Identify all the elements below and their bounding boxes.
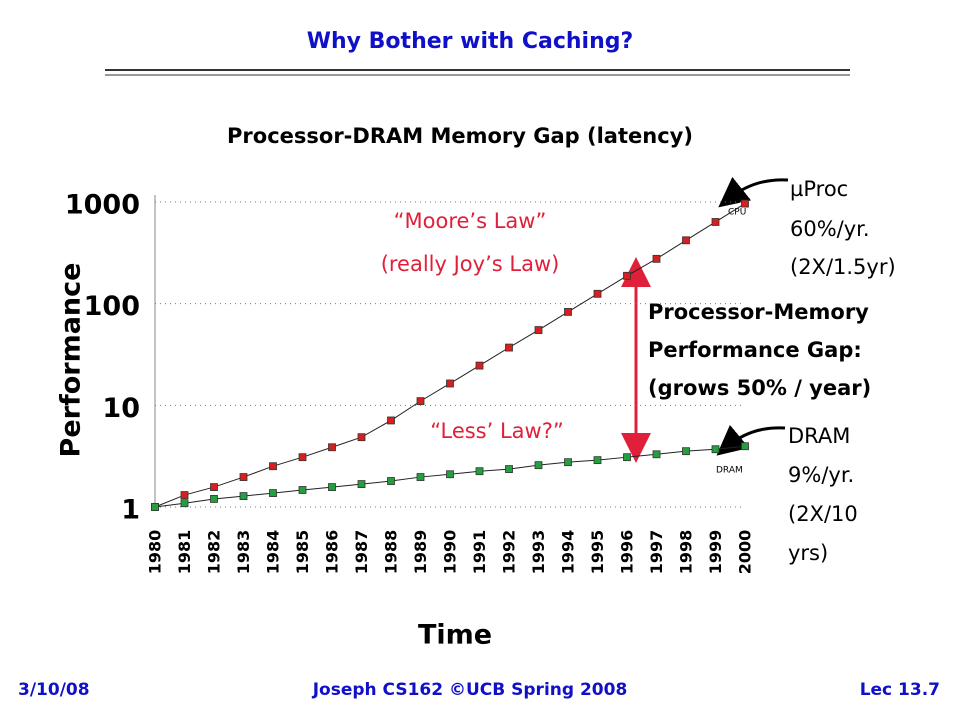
x-tick-label: 1985 bbox=[293, 530, 312, 575]
x-tick-label: 1986 bbox=[323, 530, 342, 575]
annotation: (really Joy’s Law) bbox=[381, 252, 560, 276]
point bbox=[357, 480, 366, 488]
x-tick-label: 1992 bbox=[500, 530, 519, 575]
annotation: (2X/10 bbox=[788, 502, 858, 526]
point bbox=[593, 289, 602, 298]
point bbox=[475, 361, 484, 370]
footer-date: 3/10/08 bbox=[18, 680, 90, 700]
point bbox=[416, 397, 425, 406]
annotation: (grows 50% / year) bbox=[648, 376, 871, 400]
series-label: CPU bbox=[728, 208, 746, 218]
x-axis-label: Time bbox=[418, 620, 492, 651]
x-tick-label: 1989 bbox=[411, 530, 430, 575]
pointer-arrow bbox=[716, 424, 786, 456]
footer-lecture: Lec 13.7 bbox=[860, 680, 940, 700]
point bbox=[269, 489, 277, 498]
y-tick-label: 10 bbox=[102, 393, 140, 424]
point bbox=[446, 379, 454, 388]
point bbox=[593, 456, 602, 465]
point bbox=[741, 199, 749, 208]
point bbox=[623, 271, 631, 280]
x-tick-label: 1997 bbox=[647, 530, 666, 575]
point bbox=[446, 470, 454, 479]
point bbox=[505, 343, 513, 352]
annotation: Performance Gap: bbox=[648, 338, 862, 362]
point bbox=[151, 503, 159, 511]
x-tick-label: 1981 bbox=[175, 530, 194, 575]
footer-course: Joseph CS162 ©UCB Spring 2008 bbox=[312, 680, 628, 700]
x-tick-label: 1983 bbox=[234, 530, 253, 575]
point bbox=[328, 443, 336, 452]
point bbox=[180, 491, 189, 499]
x-tick-label: 1995 bbox=[588, 530, 607, 575]
x-tick-label: 1994 bbox=[559, 530, 578, 575]
y-tick-label: 1 bbox=[121, 495, 140, 526]
point bbox=[298, 453, 307, 462]
x-tick-label: 1982 bbox=[205, 530, 224, 575]
x-tick-label: 1988 bbox=[382, 530, 401, 575]
x-tick-label: 1990 bbox=[441, 530, 460, 575]
point bbox=[652, 254, 661, 263]
x-tick-label: 1996 bbox=[618, 530, 637, 575]
point bbox=[387, 416, 395, 425]
point bbox=[682, 447, 690, 456]
pointer-arrow bbox=[718, 176, 789, 208]
point bbox=[416, 473, 425, 481]
point bbox=[564, 307, 572, 316]
annotation: 9%/yr. bbox=[788, 463, 854, 487]
annotation: Processor-Memory bbox=[648, 300, 869, 324]
point bbox=[475, 467, 484, 476]
point bbox=[239, 492, 248, 501]
x-tick-label: 1987 bbox=[352, 530, 371, 575]
series-label: DRAM bbox=[716, 466, 743, 476]
point bbox=[534, 461, 543, 470]
y-axis-label: Performance bbox=[56, 263, 87, 458]
point bbox=[269, 462, 277, 471]
y-tick-label: 1000 bbox=[65, 190, 140, 221]
annotation: yrs) bbox=[788, 541, 828, 565]
y-tick-label: 100 bbox=[84, 291, 140, 322]
point bbox=[652, 450, 661, 459]
x-tick-label: 2000 bbox=[736, 530, 755, 575]
point bbox=[357, 433, 366, 442]
annotation: µProc bbox=[790, 177, 848, 201]
point bbox=[534, 326, 543, 334]
annotation: “Less’ Law?” bbox=[430, 419, 564, 443]
point bbox=[298, 486, 307, 494]
x-tick-label: 1984 bbox=[264, 530, 283, 575]
x-tick-label: 1991 bbox=[470, 530, 489, 575]
point bbox=[387, 477, 395, 485]
point bbox=[239, 473, 248, 481]
x-tick-label: 1999 bbox=[706, 530, 725, 575]
slide-title: Why Bother with Caching? bbox=[307, 29, 634, 54]
x-tick-label: 1993 bbox=[529, 530, 548, 575]
point bbox=[564, 458, 572, 467]
point bbox=[505, 465, 513, 473]
point bbox=[711, 218, 720, 226]
point bbox=[210, 483, 218, 491]
annotation: 60%/yr. bbox=[790, 217, 870, 241]
annotation: DRAM bbox=[788, 424, 850, 448]
annotation: “Moore’s Law” bbox=[394, 209, 547, 233]
point bbox=[682, 236, 690, 245]
annotation: (2X/1.5yr) bbox=[790, 255, 896, 279]
chart-title: Processor-DRAM Memory Gap (latency) bbox=[227, 124, 693, 148]
x-tick-label: 1980 bbox=[146, 530, 165, 575]
point bbox=[741, 442, 749, 451]
point bbox=[711, 445, 720, 454]
point bbox=[210, 495, 218, 503]
point bbox=[180, 499, 189, 508]
x-tick-label: 1998 bbox=[677, 530, 696, 575]
point bbox=[623, 453, 631, 462]
point bbox=[328, 483, 336, 491]
